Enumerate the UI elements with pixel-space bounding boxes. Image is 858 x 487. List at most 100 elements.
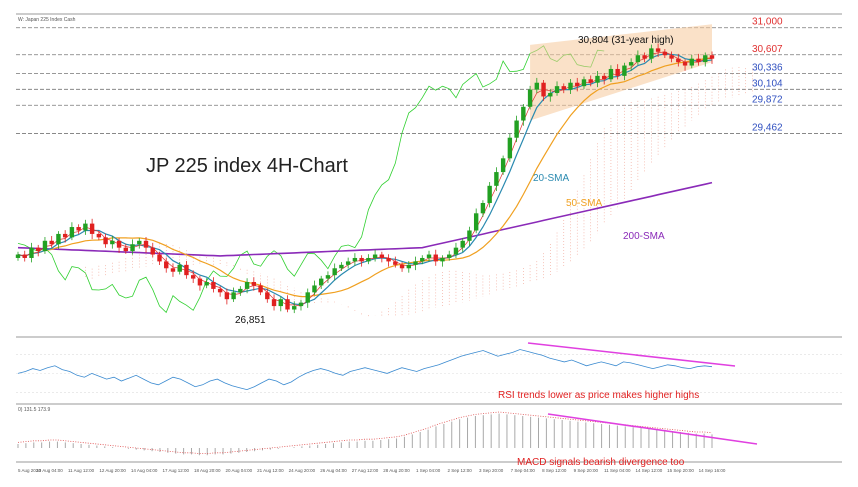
- candle-body: [568, 82, 573, 90]
- candle-body: [642, 55, 647, 59]
- candle-body: [15, 254, 21, 258]
- x-tick-label: 11 Sep 04:00: [604, 468, 631, 473]
- candle-body: [312, 285, 317, 293]
- candle-body: [177, 264, 182, 272]
- x-tick-label: 14 Aug 04:00: [131, 468, 158, 473]
- ichimoku-layer: [17, 45, 753, 317]
- candle-body: [292, 306, 297, 310]
- x-tick-label: 15 Sep 20:00: [667, 468, 694, 473]
- x-tick-label: 1 Sep 04:00: [416, 468, 441, 473]
- candle-body: [271, 299, 277, 307]
- candle-body: [372, 254, 378, 258]
- candle-body: [258, 285, 263, 293]
- candlestick-series: [15, 43, 715, 314]
- ichimoku-lagging-span: [17, 45, 605, 314]
- candle-body: [588, 79, 593, 83]
- candle-body: [615, 68, 620, 76]
- candle-body: [669, 55, 674, 59]
- candle-body: [480, 202, 486, 214]
- candle-body: [487, 185, 492, 203]
- candle-body: [110, 240, 115, 245]
- candle-body: [386, 257, 391, 262]
- candle-body: [244, 282, 250, 289]
- candle-body: [467, 230, 472, 241]
- candle-body: [494, 172, 499, 186]
- candle-body: [211, 282, 216, 289]
- x-tick-label: 17 Aug 12:00: [162, 468, 189, 473]
- rsi-annotation: RSI trends lower as price makes higher h…: [498, 390, 699, 401]
- candle-body: [359, 257, 364, 262]
- candle-body: [440, 257, 445, 262]
- level-label: 30,336: [752, 62, 783, 73]
- rsi-line: [17, 349, 713, 391]
- candle-body: [332, 268, 337, 276]
- candle-body: [453, 247, 459, 255]
- x-tick-label: 9 Sep 20:00: [574, 468, 599, 473]
- sma20-label: 20-SMA: [533, 173, 569, 184]
- candle-body: [204, 282, 209, 286]
- candle-body: [251, 282, 257, 286]
- candle-body: [89, 223, 95, 234]
- candle-body: [305, 292, 310, 303]
- candle-body: [703, 55, 708, 63]
- candle-body: [69, 227, 75, 238]
- sma50-label: 50-SMA: [566, 198, 602, 209]
- candle-body: [406, 264, 411, 269]
- candle-body: [527, 89, 533, 107]
- x-tick-label: 7 Sep 04:00: [511, 468, 536, 473]
- candle-body: [426, 254, 432, 258]
- macd-panel: [17, 411, 758, 456]
- rsi-trendline: [527, 342, 736, 367]
- candle-body: [123, 247, 129, 252]
- rsi-panel: [16, 342, 842, 393]
- level-label: 30,607: [752, 44, 783, 55]
- candle-body: [325, 275, 331, 279]
- candle-body: [62, 233, 68, 238]
- candle-body: [413, 261, 418, 265]
- candle-body: [514, 120, 519, 138]
- candle-body: [116, 240, 122, 248]
- x-tick-label: 5 Aug 2020: [18, 468, 41, 473]
- candle-body: [217, 288, 223, 293]
- x-tick-label: 27 Aug 12:00: [352, 468, 379, 473]
- level-label: 31,000: [752, 17, 783, 28]
- high-annotation: 30,804 (31-year high): [578, 35, 674, 46]
- candle-body: [541, 82, 546, 97]
- candle-body: [103, 237, 108, 245]
- candle-body: [500, 158, 506, 173]
- candle-body: [238, 288, 243, 293]
- candle-body: [157, 254, 162, 262]
- candle-body: [366, 257, 371, 262]
- candle-body: [170, 268, 176, 272]
- candle-body: [56, 233, 61, 245]
- candle-body: [76, 227, 81, 231]
- x-tick-label: 2 Sep 12:00: [447, 468, 472, 473]
- candle-body: [554, 86, 560, 94]
- candle-body: [635, 55, 641, 63]
- candle-body: [548, 93, 553, 97]
- candle-body: [190, 275, 196, 279]
- x-tick-label: 10 Aug 04:00: [36, 468, 63, 473]
- level-label: 30,104: [752, 78, 783, 89]
- candle-body: [298, 302, 304, 307]
- candle-body: [345, 261, 351, 265]
- candle-body: [42, 240, 48, 252]
- x-tick-label: 11 Aug 12:00: [68, 468, 95, 473]
- candle-body: [285, 299, 290, 310]
- candle-body: [22, 254, 27, 258]
- candle-body: [197, 278, 203, 286]
- x-tick-label: 3 Sep 20:00: [479, 468, 504, 473]
- candle-body: [447, 254, 452, 258]
- candle-body: [682, 62, 688, 66]
- candle-body: [581, 79, 587, 87]
- x-tick-label: 14 Sep 16:00: [699, 468, 726, 473]
- candle-body: [628, 62, 634, 66]
- level-label: 29,872: [752, 94, 783, 105]
- x-tick-label: 21 Aug 12:00: [257, 468, 284, 473]
- candle-body: [224, 292, 230, 300]
- candle-body: [575, 82, 580, 87]
- candle-body: [83, 223, 88, 231]
- candle-body: [36, 247, 41, 252]
- macd-annotation: MACD signals bearish divergence too: [517, 457, 685, 468]
